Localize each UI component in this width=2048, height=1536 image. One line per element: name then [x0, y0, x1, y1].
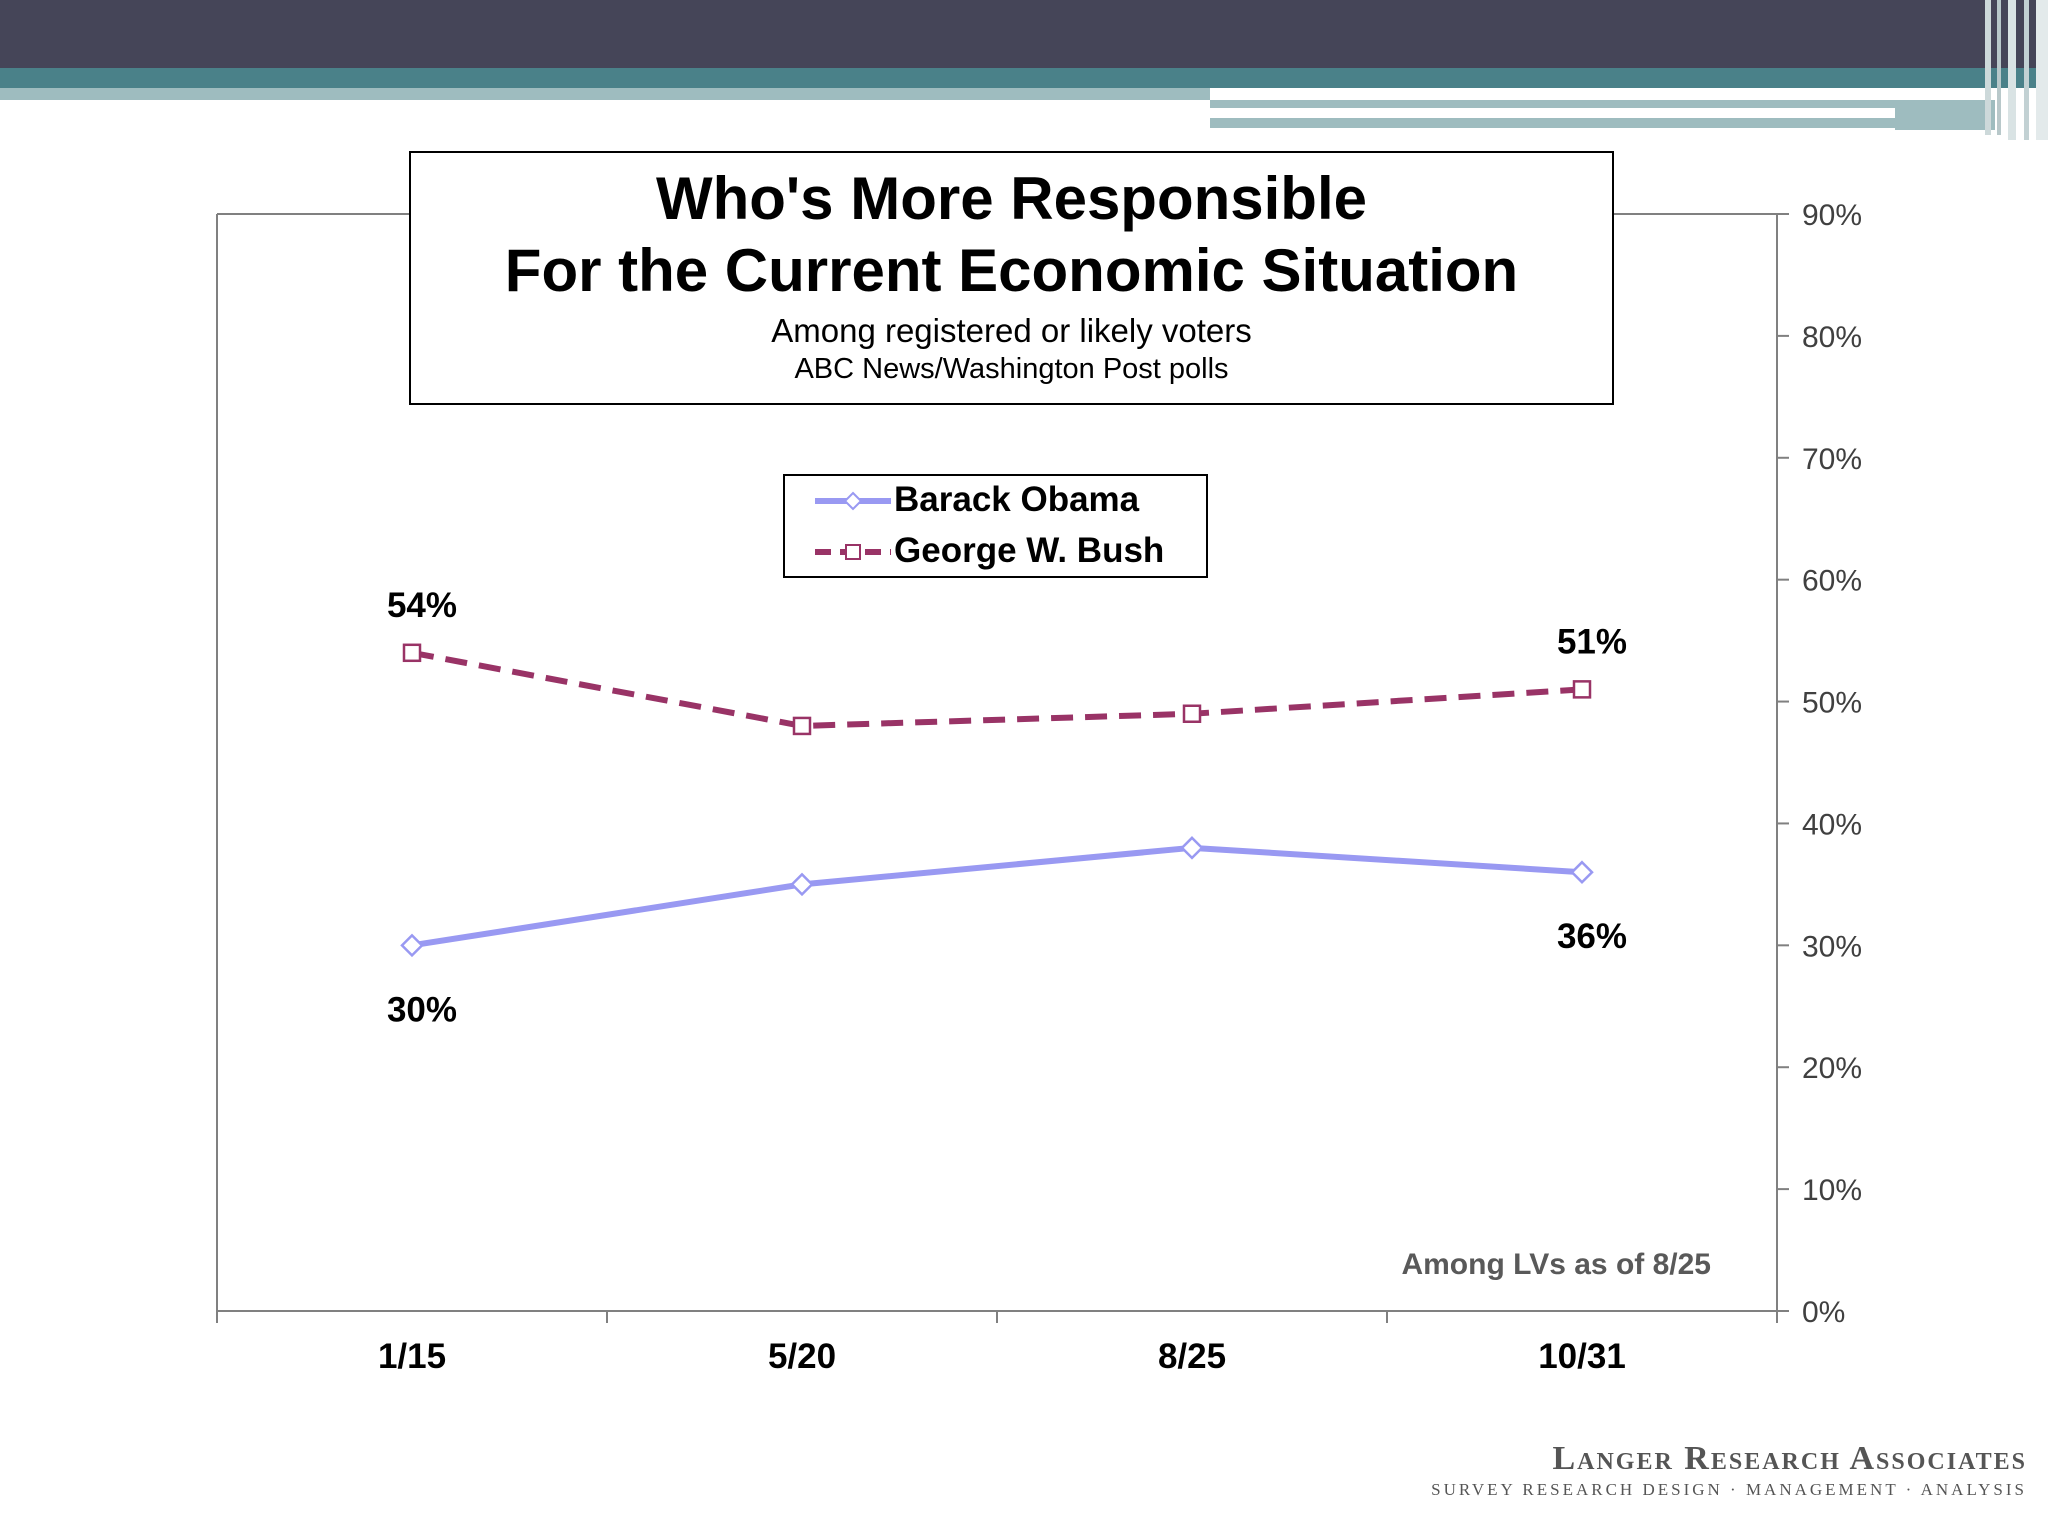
data-label: 54% [387, 586, 457, 625]
data-point-bush [1182, 704, 1202, 723]
x-tick-label: 5/20 [768, 1337, 836, 1376]
y-tick-label: 80% [1802, 321, 1862, 354]
footer-brand: Langer Research Associates SURVEY RESEAR… [1431, 1440, 2027, 1500]
header-dark-bar [0, 0, 2048, 68]
brand-tagline: SURVEY RESEARCH DESIGN · MANAGEMENT · AN… [1431, 1480, 2027, 1499]
legend-label-bush: George W. Bush [894, 531, 1165, 570]
x-tick-label: 8/25 [1158, 1337, 1226, 1376]
chart-note: Among LVs as of 8/25 [1401, 1248, 1711, 1281]
y-tick-label: 20% [1802, 1052, 1862, 1085]
data-point-bush [1572, 680, 1592, 699]
header-accent-block [1895, 100, 1995, 130]
legend-item-bush: George W. Bush [785, 527, 1206, 577]
data-point-obama [1570, 860, 1594, 884]
chart-title-box: Who's More Responsible For the Current E… [409, 151, 1614, 405]
data-point-bush [792, 716, 812, 736]
series-line-obama [411, 844, 1583, 949]
data-label: 36% [1557, 917, 1627, 956]
header-light-bar [0, 88, 1210, 100]
y-tick-label: 50% [1802, 687, 1862, 720]
header-teal-bar [0, 68, 2048, 88]
header-stripe-5 [2036, 0, 2048, 140]
legend-label-obama: Barack Obama [894, 480, 1140, 519]
legend-item-obama: Barack Obama [785, 476, 1206, 526]
data-label: 51% [1557, 622, 1627, 661]
legend-obama-swatch [815, 491, 891, 511]
data-label: 30% [387, 990, 457, 1029]
chart-title: Who's More Responsible [655, 165, 1367, 232]
data-point-obama [1180, 836, 1204, 860]
slide-header-bars [0, 0, 2048, 140]
y-tick-label: 0% [1802, 1296, 1845, 1329]
x-tick-label: 10/31 [1538, 1337, 1626, 1376]
y-tick-label: 40% [1802, 808, 1862, 841]
y-tick-label: 70% [1802, 443, 1862, 476]
header-stripe-2 [1997, 0, 2001, 135]
y-tick-label: 10% [1802, 1174, 1862, 1207]
series-line-bush [411, 649, 1583, 729]
y-tick-label: 60% [1802, 565, 1862, 598]
data-point-obama [790, 872, 814, 897]
header-light-bar-right2 [1210, 118, 1895, 128]
y-tick-label: 30% [1802, 930, 1862, 963]
chart-subtitle: Among registered or likely voters [771, 312, 1252, 349]
data-point-bush [402, 643, 422, 663]
y-tick-label: 90% [1802, 199, 1862, 232]
brand-name: Langer Research Associates [1552, 1440, 2027, 1477]
x-tick-label: 1/15 [378, 1337, 446, 1376]
chart-source: ABC News/Washington Post polls [794, 353, 1229, 385]
header-stripe-1 [1985, 0, 1991, 135]
chart-legend: Barack Obama George W. Bush [783, 474, 1208, 578]
header-stripe-3 [2008, 0, 2016, 140]
header-stripe-4 [2024, 0, 2029, 140]
chart-title-line2: For the Current Economic Situation [504, 237, 1519, 304]
header-light-bar-right [1210, 100, 1895, 108]
data-point-obama [400, 933, 424, 958]
legend-bush-swatch [815, 544, 891, 560]
